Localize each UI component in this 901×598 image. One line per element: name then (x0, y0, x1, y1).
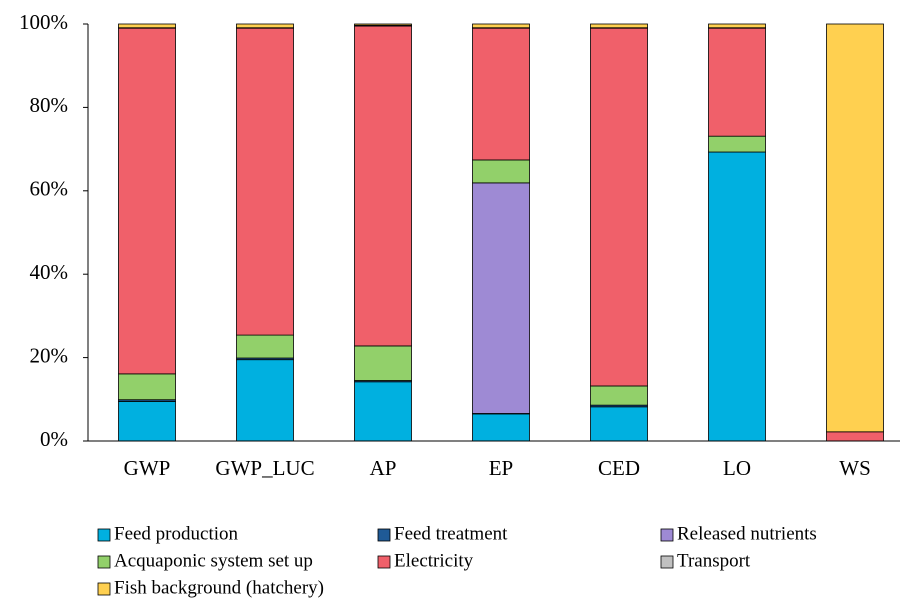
legend-label: Feed treatment (394, 523, 508, 544)
bar-segment (236, 334, 294, 359)
y-tick-label: 20% (30, 343, 69, 367)
bar-segment (118, 23, 176, 29)
bar-segment (354, 23, 412, 26)
bar-segment (472, 27, 530, 161)
bar-segment (826, 23, 884, 433)
bar-segment (354, 345, 412, 381)
bar-segment (472, 23, 530, 29)
x-tick-label: LO (723, 456, 751, 480)
bar-segment (708, 151, 766, 442)
y-tick-label: 0% (40, 427, 68, 451)
legend-label: Transport (677, 550, 751, 571)
legend-label: Feed production (114, 523, 239, 544)
y-tick-label: 100% (19, 10, 68, 34)
bar-segment (118, 373, 176, 401)
legend-swatch (97, 555, 111, 569)
bar-segment (472, 413, 530, 442)
legend-label: Acquaponic system set up (114, 550, 313, 571)
x-tick-label: GWP (124, 456, 171, 480)
legend-swatch (660, 555, 674, 569)
y-tick-label: 40% (30, 260, 69, 284)
bar-segment (354, 25, 412, 347)
legend-swatch (97, 582, 111, 596)
bar-segment (236, 359, 294, 442)
legend-swatch (377, 528, 391, 542)
bar-segment (590, 23, 648, 29)
bar-segment (472, 159, 530, 184)
bar-segment (590, 385, 648, 406)
y-tick-label: 80% (30, 93, 69, 117)
x-tick-label: GWP_LUC (215, 456, 314, 480)
legend-label: Fish background (hatchery) (114, 577, 324, 598)
bar-segment (826, 431, 884, 442)
bar-segment (118, 27, 176, 375)
bar-segment (708, 23, 766, 29)
x-tick-label: CED (598, 456, 640, 480)
bar-segment (590, 27, 648, 387)
legend-swatch (97, 528, 111, 542)
legend-swatch (377, 555, 391, 569)
x-tick-label: EP (489, 456, 514, 480)
legend-label: Released nutrients (677, 523, 817, 544)
bar-segment (354, 381, 412, 442)
y-tick-label: 60% (30, 177, 69, 201)
bar-segment (236, 27, 294, 336)
bar-segment (236, 23, 294, 29)
legend-swatch (660, 528, 674, 542)
x-tick-label: WS (839, 456, 871, 480)
bar-segment (708, 135, 766, 153)
bar-segment (472, 182, 530, 414)
x-tick-label: AP (370, 456, 397, 480)
bar-segment (590, 406, 648, 442)
bar-segment (118, 400, 176, 442)
legend-label: Electricity (394, 550, 474, 571)
bar-segment (708, 27, 766, 137)
